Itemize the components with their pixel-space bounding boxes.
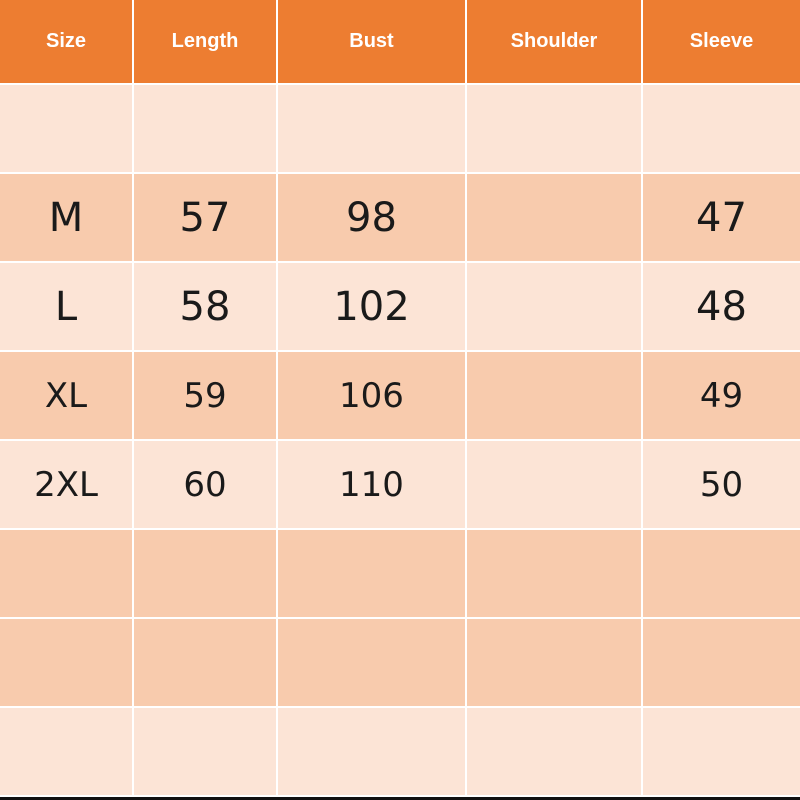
cell [276,617,467,708]
cell [465,617,643,708]
cell-shoulder [465,261,643,352]
table-row: XL 59 106 49 [0,350,800,441]
cell-shoulder [465,439,643,530]
table-row: L 58 102 48 [0,261,800,352]
cell [132,706,278,797]
bottom-border [0,797,800,800]
cell [0,83,134,174]
table-row [0,706,800,797]
cell-bust: 102 [276,261,467,352]
cell [465,528,643,619]
cell-bust: 98 [276,172,467,263]
cell [132,617,278,708]
cell-size: XL [0,350,134,441]
cell [641,528,800,619]
table-row [0,617,800,708]
header-size: Size [0,0,134,85]
cell-size: M [0,172,134,263]
header-bust: Bust [276,0,467,85]
header-shoulder: Shoulder [465,0,643,85]
cell-length: 60 [132,439,278,530]
cell-sleeve: 50 [641,439,800,530]
cell [132,528,278,619]
cell-sleeve: 47 [641,172,800,263]
cell [0,617,134,708]
cell [0,528,134,619]
cell [465,83,643,174]
cell-length: 57 [132,172,278,263]
cell-size: 2XL [0,439,134,530]
cell-size: L [0,261,134,352]
cell-shoulder [465,172,643,263]
cell [465,706,643,797]
cell-length: 58 [132,261,278,352]
cell [276,528,467,619]
cell [641,706,800,797]
table-row [0,83,800,174]
table-row: 2XL 60 110 50 [0,439,800,530]
cell-bust: 106 [276,350,467,441]
table-row [0,528,800,619]
cell [641,617,800,708]
cell [641,83,800,174]
header-length: Length [132,0,278,85]
cell-sleeve: 49 [641,350,800,441]
cell [132,83,278,174]
header-sleeve: Sleeve [641,0,800,85]
cell-bust: 110 [276,439,467,530]
cell [276,83,467,174]
table-row: M 57 98 47 [0,172,800,263]
cell-shoulder [465,350,643,441]
cell-sleeve: 48 [641,261,800,352]
header-row: Size Length Bust Shoulder Sleeve [0,0,800,85]
cell [276,706,467,797]
cell [0,706,134,797]
cell-length: 59 [132,350,278,441]
